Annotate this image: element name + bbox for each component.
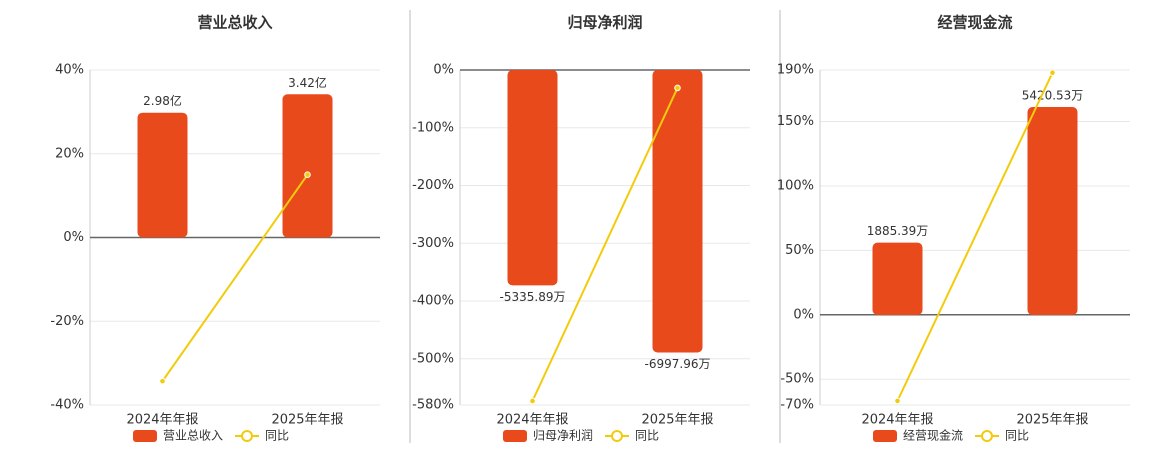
x-tick-label: 2024年年报 <box>496 413 568 428</box>
bar <box>507 70 558 286</box>
legend-label: 同比 <box>635 429 659 443</box>
y-tick-label: -580% <box>412 398 454 413</box>
line-point <box>159 377 166 385</box>
y-tick-label: -400% <box>412 294 454 309</box>
value-label: 5420.53万 <box>1022 89 1084 103</box>
y-tick-label: 100% <box>777 178 814 193</box>
y-tick-label: 0% <box>793 307 814 322</box>
legend-swatch <box>241 430 253 442</box>
bar <box>872 242 923 316</box>
chart-title: 归母净利润 <box>567 14 642 32</box>
line <box>531 87 679 402</box>
chart-title: 营业总收入 <box>197 14 272 32</box>
value-label: 1885.39万 <box>867 224 929 238</box>
bar <box>1027 107 1078 316</box>
legend-label: 同比 <box>265 429 289 443</box>
line-point <box>529 397 536 405</box>
value-label: 2.98亿 <box>143 93 182 108</box>
y-tick-label: -40% <box>50 398 84 413</box>
value-label: -6997.96万 <box>645 357 711 371</box>
bar <box>282 94 333 238</box>
y-tick-label: -300% <box>412 236 454 251</box>
x-tick-label: 2024年年报 <box>126 413 198 428</box>
legend-swatch <box>133 430 157 442</box>
chart-title: 经营现金流 <box>937 14 1012 32</box>
y-tick-label: 150% <box>777 114 814 129</box>
y-tick-label: -100% <box>412 120 454 135</box>
legend-swatch <box>611 430 623 442</box>
y-tick-label: -200% <box>412 178 454 193</box>
legend-label: 营业总收入 <box>163 429 223 443</box>
legend-label: 经营现金流 <box>903 428 963 443</box>
y-tick-label: 20% <box>55 146 84 161</box>
value-label: 3.42亿 <box>288 75 327 90</box>
bar <box>652 70 703 353</box>
line-point <box>1049 69 1056 77</box>
y-tick-label: 0% <box>433 63 454 78</box>
legend-label: 同比 <box>1005 429 1029 443</box>
y-tick-label: 40% <box>55 63 84 78</box>
line <box>896 72 1054 402</box>
y-tick-label: -70% <box>780 398 814 413</box>
bar <box>137 112 188 238</box>
line <box>161 174 309 382</box>
value-label: -5335.89万 <box>500 290 566 304</box>
line-point <box>304 171 311 178</box>
legend-swatch <box>981 430 993 442</box>
y-tick-label: -50% <box>780 372 814 387</box>
legend-swatch <box>873 430 897 442</box>
legend-swatch <box>503 430 527 442</box>
x-tick-label: 2025年年报 <box>271 413 343 428</box>
x-tick-label: 2024年年报 <box>861 413 933 428</box>
x-tick-label: 2025年年报 <box>641 413 713 428</box>
y-tick-label: 0% <box>63 230 84 245</box>
x-tick-label: 2025年年报 <box>1016 413 1088 428</box>
y-tick-label: 50% <box>785 243 814 258</box>
line-point <box>674 84 681 92</box>
y-tick-label: -20% <box>50 314 84 329</box>
legend-label: 归母净利润 <box>533 429 593 443</box>
y-tick-label: -500% <box>412 351 454 366</box>
y-tick-label: 190% <box>777 63 814 78</box>
line-point <box>894 397 901 405</box>
